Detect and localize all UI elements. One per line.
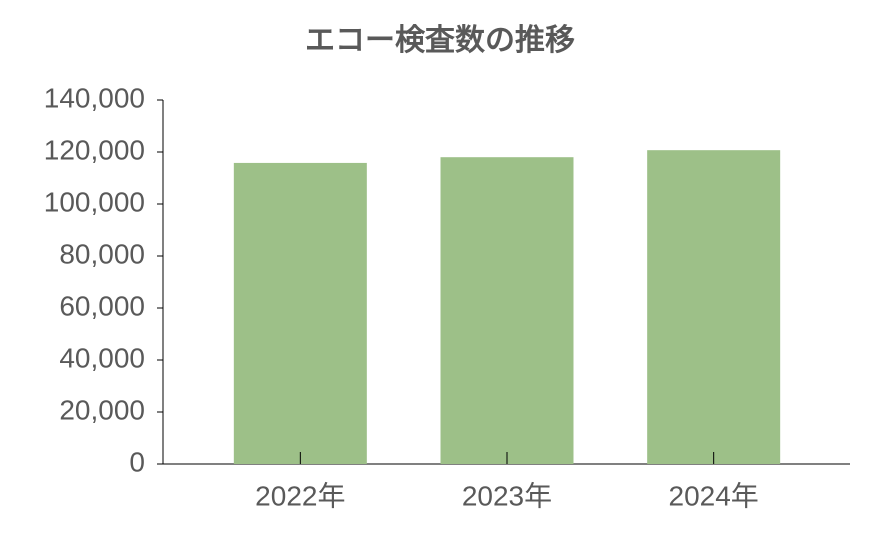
y-tick-label: 140,000 bbox=[44, 82, 145, 113]
y-tick-label: 80,000 bbox=[59, 238, 145, 269]
bar bbox=[440, 157, 574, 464]
bar bbox=[647, 150, 781, 464]
x-tick-label: 2022年 bbox=[255, 480, 345, 511]
x-tick-label: 2024年 bbox=[669, 480, 759, 511]
y-tick-label: 100,000 bbox=[44, 186, 145, 217]
y-tick-label: 40,000 bbox=[59, 342, 145, 373]
y-tick-label: 120,000 bbox=[44, 134, 145, 165]
bar bbox=[233, 162, 367, 465]
y-tick-label: 20,000 bbox=[59, 394, 145, 425]
y-tick-label: 0 bbox=[129, 446, 145, 477]
x-tick-label: 2023年 bbox=[462, 480, 552, 511]
y-tick-label: 60,000 bbox=[59, 290, 145, 321]
chart-title: エコー検査数の推移 bbox=[305, 24, 575, 57]
